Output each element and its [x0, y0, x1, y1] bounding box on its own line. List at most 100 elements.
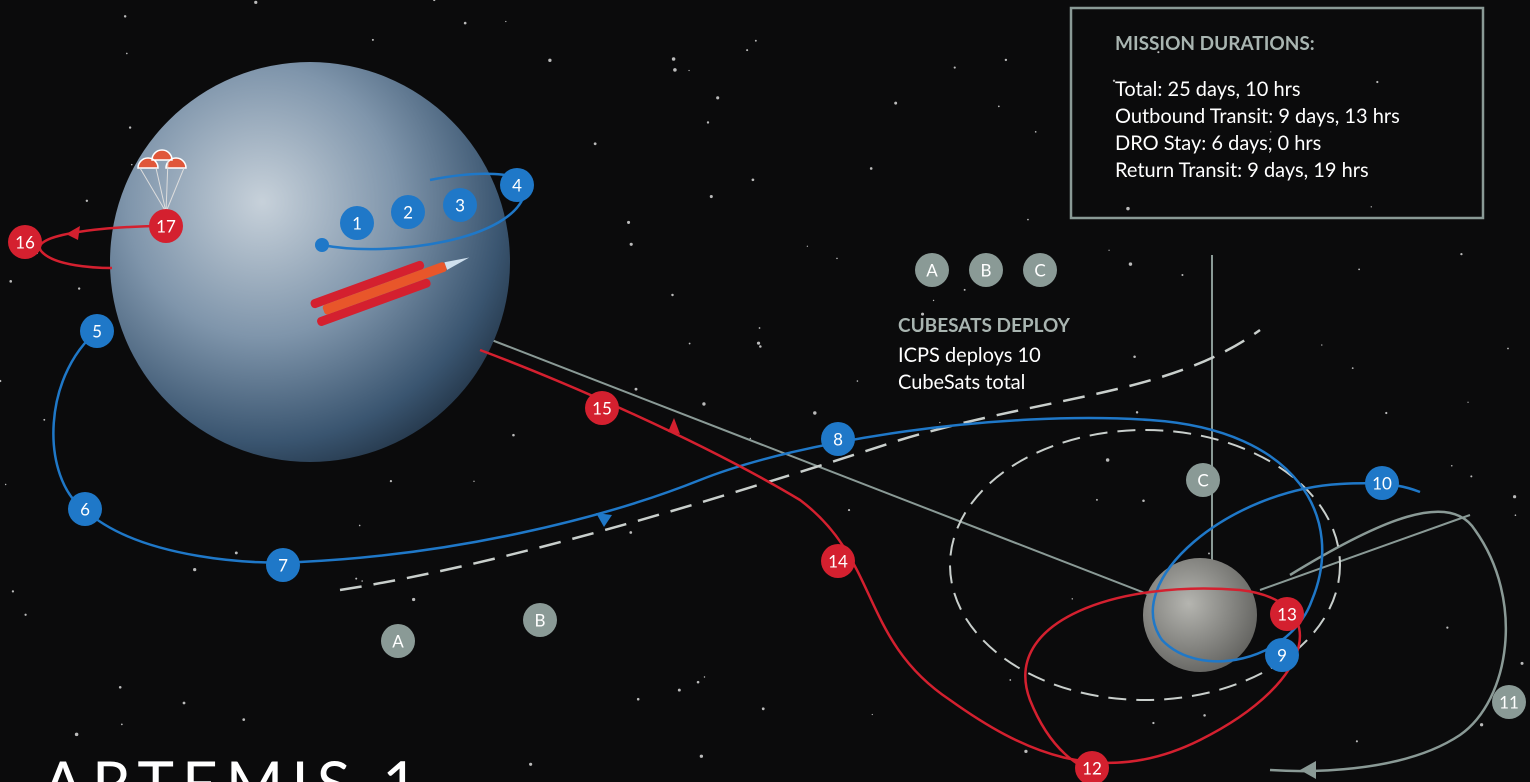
cubesats-heading: CUBESATS DEPLOY [898, 314, 1071, 337]
durations-box [1069, 6, 1485, 220]
star [634, 387, 638, 391]
waypoint-marker [1265, 638, 1299, 672]
star [1024, 749, 1028, 754]
star [1514, 514, 1517, 517]
waypoint-marker [266, 548, 300, 582]
arrow [668, 418, 680, 434]
star [688, 342, 691, 345]
waypoint-marker [340, 206, 374, 240]
star [1507, 347, 1509, 350]
star [412, 597, 416, 602]
star [749, 437, 752, 440]
star [751, 178, 755, 182]
durations-heading: MISSION DURATIONS: [1115, 32, 1315, 55]
waypoint-marker [68, 492, 102, 526]
title: ARTEMIS 1 [42, 746, 426, 782]
star [671, 57, 676, 61]
cubesats-line: ICPS deploys 10 [898, 343, 1041, 367]
star [193, 568, 197, 572]
star [894, 101, 898, 105]
moon [1143, 558, 1257, 672]
star [1135, 411, 1139, 414]
star [1358, 268, 1361, 271]
star [9, 280, 13, 283]
star [1208, 552, 1210, 555]
waypoint-marker [585, 391, 619, 425]
waypoint-label: 4 [512, 175, 522, 196]
star [1181, 274, 1184, 277]
waypoint-marker [500, 168, 534, 202]
star [997, 105, 1000, 108]
deploy-point-marker [1186, 463, 1220, 497]
star [703, 676, 706, 678]
star [1479, 723, 1484, 727]
star [673, 68, 677, 72]
star [1126, 206, 1130, 211]
star [1385, 411, 1388, 415]
waypoint-marker [1365, 466, 1399, 500]
star [118, 685, 122, 689]
waypoint-label: 11 [1499, 692, 1519, 713]
arrow [596, 513, 612, 527]
waypoint-label: 9 [1277, 645, 1287, 666]
star [1009, 679, 1012, 681]
star [4, 483, 7, 486]
launch-point [315, 238, 329, 252]
star [1450, 465, 1453, 467]
star [871, 713, 873, 716]
star [1142, 499, 1145, 502]
star [702, 402, 706, 406]
waypoint-label: 13 [1277, 604, 1297, 625]
star [1027, 218, 1029, 221]
reference-line [1259, 514, 1471, 591]
star [756, 341, 761, 345]
star [1470, 475, 1473, 478]
star [1203, 714, 1206, 717]
star [629, 242, 633, 246]
waypoint-label: 15 [592, 398, 612, 419]
star [1321, 344, 1323, 346]
star [761, 707, 765, 711]
star [1004, 58, 1008, 62]
waypoint-marker [1270, 597, 1304, 631]
star [371, 38, 374, 41]
waypoint-label: 8 [833, 429, 843, 450]
star [473, 480, 475, 483]
waypoint-marker [80, 314, 114, 348]
deploy-legend-label: B [981, 260, 992, 281]
star [463, 21, 467, 25]
star [932, 299, 935, 302]
star [847, 509, 851, 512]
star [355, 577, 358, 580]
star [709, 194, 713, 199]
return-orbit [1269, 510, 1508, 773]
star [182, 701, 186, 705]
star [759, 345, 762, 348]
star [699, 754, 704, 758]
star [1152, 721, 1155, 725]
star [1376, 80, 1379, 84]
waypoint-label: 17 [156, 216, 176, 237]
star [74, 732, 79, 737]
star [254, 0, 258, 4]
waypoint-label: 5 [92, 321, 102, 342]
star [1108, 249, 1110, 251]
star [77, 287, 81, 290]
star [806, 245, 809, 247]
waypoint-marker [149, 209, 183, 243]
star [1355, 740, 1358, 743]
waypoint-label: 7 [278, 555, 288, 576]
star [754, 39, 757, 42]
star [939, 421, 941, 424]
star [706, 121, 710, 124]
star [548, 58, 552, 62]
dro-orbit [949, 429, 1341, 701]
star [869, 167, 873, 170]
sls-rocket [310, 257, 470, 326]
star [629, 531, 633, 534]
waypoint-label: 2 [403, 202, 413, 223]
deploy-point-marker [381, 624, 415, 658]
star [512, 433, 515, 437]
